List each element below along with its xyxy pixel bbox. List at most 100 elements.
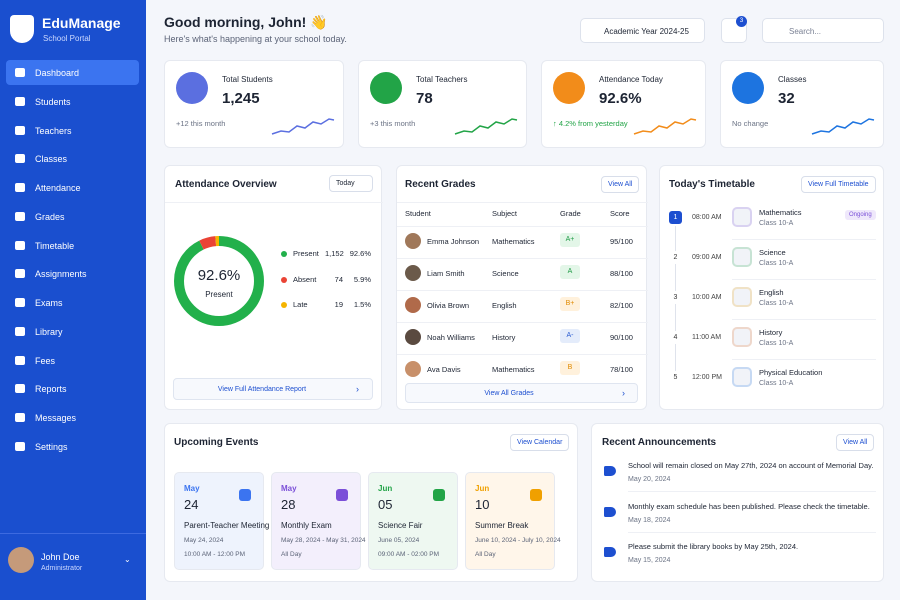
announcement-date: May 20, 2024 xyxy=(628,476,671,483)
grade-badge: B xyxy=(560,361,580,375)
event-card[interactable]: May 28 Monthly Exam May 28, 2024 - May 31, … xyxy=(271,472,366,570)
event-card[interactable]: Jun 10 Summer Break June 10, 2024 - July 10… xyxy=(465,472,561,570)
stat-note: No change xyxy=(732,119,769,128)
sparkline-path xyxy=(633,118,697,135)
time: 09:00 AM xyxy=(692,254,722,261)
events-card: Upcoming Events View Calendar May 24 Parent-… xyxy=(164,423,578,582)
nav-item[interactable]: Assignments xyxy=(6,261,139,286)
time: 12:00 PM xyxy=(692,374,722,381)
period-badge: 5 xyxy=(669,371,682,384)
subject-name: Mathematics xyxy=(759,208,802,217)
nav-item[interactable]: Students xyxy=(6,89,139,114)
subject-name: Science xyxy=(759,248,786,257)
nav-item[interactable]: Fees xyxy=(6,348,139,373)
event-card[interactable]: May 24 Parent-Teacher Meeting May 24, 2024 1… xyxy=(174,472,269,570)
nav-icon xyxy=(15,125,25,135)
search-box[interactable]: Search... xyxy=(762,18,884,43)
class-name: Class 10-A xyxy=(759,380,794,387)
attendance-link[interactable]: View Full Attendance Report › xyxy=(173,378,373,400)
nav-label: Teachers xyxy=(35,125,72,136)
grades-footer[interactable]: View All Grades › xyxy=(405,383,638,403)
year-select[interactable]: Academic Year 2024-25 xyxy=(580,18,705,43)
view-all-button[interactable]: View All xyxy=(601,176,640,193)
grades-card: Recent Grades View All Student Subject Grade… xyxy=(396,165,648,410)
event-month: Jun xyxy=(475,484,490,493)
subject-name: English xyxy=(759,288,784,297)
period-badge: 3 xyxy=(669,291,682,304)
view-all-button[interactable]: View All xyxy=(836,434,875,451)
search-placeholder: Search... xyxy=(789,27,822,36)
student-name: Emma Johnson xyxy=(427,237,480,246)
notification-button[interactable]: 3 xyxy=(721,16,747,43)
filter-select[interactable]: Today xyxy=(329,175,373,192)
sidebar: EduManage School Portal Dashboard Students T… xyxy=(0,0,146,600)
timetable-link[interactable]: View Full Timetable xyxy=(801,176,876,193)
nav-item[interactable]: Reports xyxy=(6,376,139,401)
stat-note: +3 this month xyxy=(370,119,416,128)
event-icon xyxy=(530,489,542,501)
event-day: 10 xyxy=(475,497,490,512)
attendance-title: Attendance Overview xyxy=(175,179,277,190)
event-title: Parent-Teacher Meeting xyxy=(184,521,270,530)
nav-item[interactable]: Teachers xyxy=(6,118,139,143)
divider xyxy=(397,202,648,203)
calendar-button[interactable]: View Calendar xyxy=(510,434,570,451)
filter-label: Today xyxy=(336,180,355,187)
donut-segment xyxy=(174,236,264,326)
announcement-text: School will remain closed on May 27th, 2… xyxy=(628,461,874,470)
event-day: 24 xyxy=(184,497,199,512)
announcement-date: May 18, 2024 xyxy=(628,516,671,524)
chevron: ⌄ xyxy=(124,555,131,564)
event-time: 09:00 AM - 02:00 PM xyxy=(378,551,440,558)
period-badge: 1 xyxy=(669,211,682,224)
nav-item[interactable]: Grades xyxy=(6,204,139,229)
student-avatar xyxy=(405,265,421,281)
year-label: Academic Year 2024-25 xyxy=(604,27,689,36)
nav-item[interactable]: Classes xyxy=(6,146,139,171)
nav-item[interactable]: Messages xyxy=(6,405,139,430)
nav-item[interactable]: Attendance xyxy=(6,175,139,200)
avatar xyxy=(8,547,34,573)
nav-label: Timetable xyxy=(35,240,75,251)
nav-item[interactable]: Timetable xyxy=(6,233,139,258)
student-avatar xyxy=(405,361,421,377)
announcements-title: Recent Announcements xyxy=(602,437,717,448)
nav-label: Dashboard xyxy=(35,68,80,78)
student-avatar xyxy=(405,233,421,249)
subject-icon xyxy=(732,207,752,227)
event-title: Summer Break xyxy=(475,521,529,530)
megaphone-icon xyxy=(604,506,616,517)
stat-card: Classes 32 No change xyxy=(720,60,884,148)
row-divider xyxy=(732,359,876,360)
legend-label: Late xyxy=(293,300,308,309)
nav-item[interactable]: Settings xyxy=(6,434,139,459)
subject: English xyxy=(492,301,517,310)
subtitle: Here's what's happening at your school t… xyxy=(164,34,347,44)
event-card[interactable]: Jun 05 Science Fair June 05, 2024 09:00 AM -… xyxy=(368,472,458,570)
event-day: 28 xyxy=(281,497,296,512)
nav-item[interactable]: Dashboard xyxy=(6,60,139,85)
period-badge: 2 xyxy=(669,251,682,264)
legend-percent: 5.9% xyxy=(353,274,371,284)
nav-icon xyxy=(15,211,25,221)
score: 88/100 xyxy=(610,269,633,278)
event-date: May 24, 2024 xyxy=(184,537,224,544)
stat-value: 32 xyxy=(778,90,795,107)
nav-item[interactable]: Library xyxy=(6,319,139,344)
student-name: Noah Williams xyxy=(427,333,475,342)
row-divider xyxy=(397,322,648,323)
legend-dot xyxy=(281,302,287,308)
subject: Science xyxy=(492,269,519,278)
event-icon xyxy=(239,489,251,501)
sparkline xyxy=(454,118,518,135)
subject: Mathematics xyxy=(492,365,535,374)
nav-icon xyxy=(15,413,25,423)
nav-label: Grades xyxy=(35,211,65,222)
megaphone-icon xyxy=(604,466,616,476)
nav-item[interactable]: Exams xyxy=(6,290,139,315)
student-avatar xyxy=(405,329,421,345)
class-name: Class 10-A xyxy=(759,340,794,347)
row-divider xyxy=(397,226,648,227)
legend-dot xyxy=(281,251,287,257)
nav-icon xyxy=(15,384,25,394)
